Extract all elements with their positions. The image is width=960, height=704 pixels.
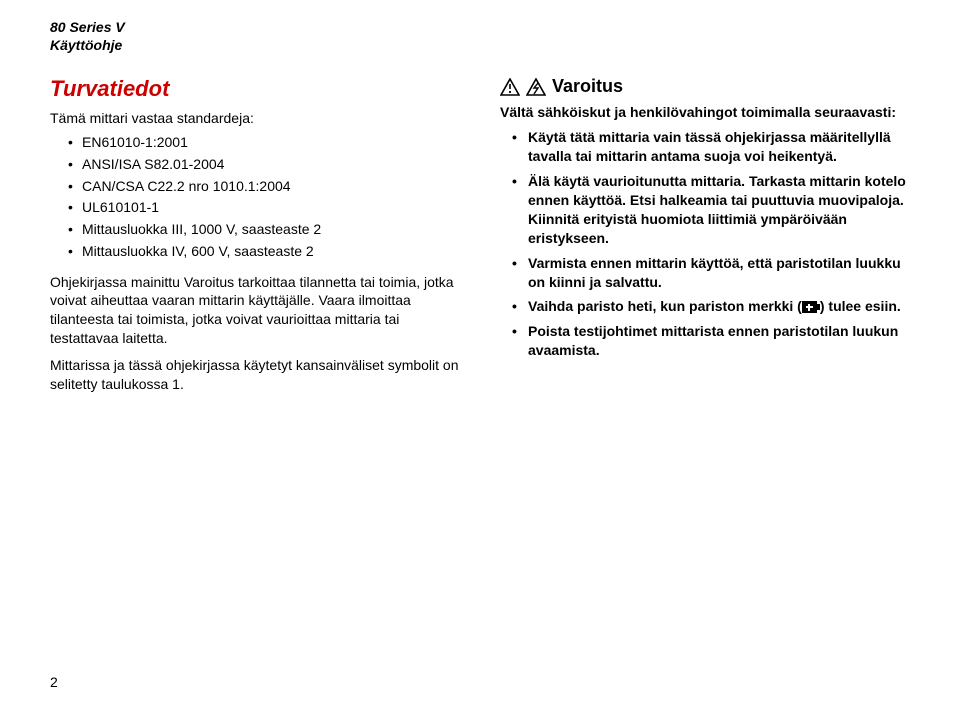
doc-header-line2: Käyttöohje xyxy=(50,36,910,54)
list-item: ANSI/ISA S82.01-2004 xyxy=(68,154,460,176)
list-item: CAN/CSA C22.2 nro 1010.1:2004 xyxy=(68,176,460,198)
page-number: 2 xyxy=(50,674,58,690)
list-item: Käytä tätä mittaria vain tässä ohjekirja… xyxy=(512,128,910,166)
text-fragment: ) tulee esiin. xyxy=(820,298,901,314)
doc-header-line1: 80 Series V xyxy=(50,18,910,36)
warning-intro: Vältä sähköiskut ja henkilövahingot toim… xyxy=(500,103,910,122)
warning-triangle-icon xyxy=(526,78,546,96)
standards-intro: Tämä mittari vastaa standardeja: xyxy=(50,110,460,126)
list-item: Varmista ennen mittarin käyttöä, että pa… xyxy=(512,254,910,292)
list-item: Poista testijohtimet mittarista ennen pa… xyxy=(512,322,910,360)
list-item: Vaihda paristo heti, kun pariston merkki… xyxy=(512,297,910,316)
warning-triangle-icon xyxy=(500,78,520,96)
warning-bullets: Käytä tätä mittaria vain tässä ohjekirja… xyxy=(512,128,910,360)
paragraph: Ohjekirjassa mainittu Varoitus tarkoitta… xyxy=(50,273,460,349)
content-columns: Turvatiedot Tämä mittari vastaa standard… xyxy=(50,76,910,401)
warning-heading: Varoitus xyxy=(500,76,910,97)
left-column: Turvatiedot Tämä mittari vastaa standard… xyxy=(50,76,460,401)
warning-title: Varoitus xyxy=(552,76,623,97)
list-item: Mittausluokka III, 1000 V, saasteaste 2 xyxy=(68,219,460,241)
section-title: Turvatiedot xyxy=(50,76,460,102)
text-fragment: Vaihda paristo heti, kun pariston merkki… xyxy=(528,298,802,314)
list-item: EN61010-1:2001 xyxy=(68,132,460,154)
paragraph: Mittarissa ja tässä ohjekirjassa käytety… xyxy=(50,356,460,394)
list-item: UL610101-1 xyxy=(68,197,460,219)
standards-list: EN61010-1:2001 ANSI/ISA S82.01-2004 CAN/… xyxy=(68,132,460,262)
battery-icon xyxy=(802,301,820,313)
list-item: Mittausluokka IV, 600 V, saasteaste 2 xyxy=(68,241,460,263)
right-column: Varoitus Vältä sähköiskut ja henkilövahi… xyxy=(500,76,910,401)
list-item: Älä käytä vaurioitunutta mittaria. Tarka… xyxy=(512,172,910,248)
